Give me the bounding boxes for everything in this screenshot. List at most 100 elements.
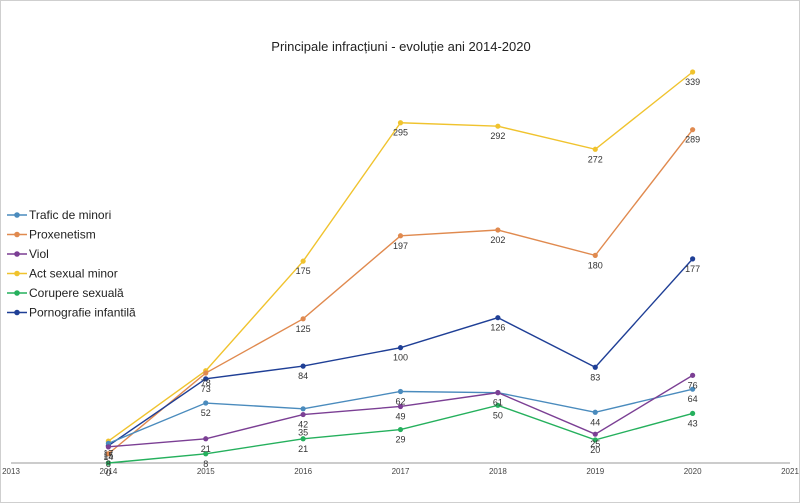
data-point: [690, 127, 696, 133]
legend-marker: [14, 251, 20, 257]
data-label: 17: [103, 448, 113, 458]
data-label: 15: [103, 451, 113, 461]
data-point: [592, 437, 598, 443]
data-point: [105, 444, 111, 450]
data-point: [495, 402, 501, 408]
data-point: [592, 364, 598, 370]
x-tick-label: 2018: [489, 467, 507, 476]
data-label: 272: [588, 154, 603, 164]
legend-entry: Pornografie infantilă: [7, 306, 136, 320]
legend-label: Pornografie infantilă: [29, 306, 136, 320]
x-tick-label: 2015: [197, 467, 215, 476]
data-label: 25: [590, 439, 600, 449]
legend-marker: [14, 212, 20, 218]
data-label: 61: [493, 398, 503, 408]
data-point: [592, 431, 598, 437]
data-point: [105, 451, 111, 457]
x-tick-label: 2017: [392, 467, 410, 476]
legend-marker: [14, 290, 20, 296]
data-point: [397, 388, 404, 395]
data-point: [397, 233, 404, 239]
data-label: 78: [201, 378, 211, 388]
x-tick-label: 2013: [2, 467, 20, 476]
data-label: 29: [395, 435, 405, 445]
data-label: 177: [685, 264, 700, 274]
data-point: [203, 451, 209, 457]
data-label: 180: [588, 260, 603, 270]
legend-label: Proxenetism: [29, 228, 96, 242]
data-point: [397, 345, 404, 351]
legend-entry: Act sexual minor: [7, 267, 118, 281]
data-label: 100: [393, 353, 408, 363]
data-label: 339: [685, 77, 700, 87]
data-point: [300, 436, 306, 442]
data-label: 64: [688, 394, 698, 404]
data-point: [690, 256, 696, 262]
data-point: [495, 123, 501, 129]
legend-marker: [14, 270, 20, 277]
x-tick-label: 2014: [99, 467, 117, 476]
legend-label: Act sexual minor: [29, 267, 118, 281]
data-label: 20: [590, 445, 600, 455]
data-point: [495, 315, 501, 321]
data-point: [300, 406, 306, 412]
data-point: [300, 363, 306, 369]
data-label: 8: [203, 459, 208, 469]
data-point: [592, 252, 598, 258]
data-label: 44: [590, 417, 600, 427]
data-label: 8: [106, 459, 111, 469]
data-point: [397, 426, 404, 433]
data-point: [592, 146, 598, 152]
data-point: [203, 370, 209, 376]
data-label: 42: [298, 420, 308, 430]
data-label: 43: [688, 418, 698, 428]
x-tick-label: 2020: [684, 467, 702, 476]
data-label: 202: [490, 235, 505, 245]
data-point: [300, 316, 306, 322]
data-point: [495, 227, 501, 233]
data-label: 21: [201, 444, 211, 454]
data-label: 175: [296, 266, 311, 276]
x-tick-label: 2016: [294, 467, 312, 476]
data-label: 76: [688, 380, 698, 390]
data-point: [300, 411, 306, 418]
data-point: [690, 410, 696, 417]
data-label: 295: [393, 128, 408, 138]
data-label: 83: [590, 372, 600, 382]
data-point: [690, 372, 696, 378]
legend-entry: Viol: [7, 247, 49, 261]
chart-title: Principale infracțiuni - evoluție ani 20…: [271, 39, 531, 54]
data-label: 14: [103, 452, 113, 462]
data-point: [690, 386, 696, 392]
data-label: 73: [201, 384, 211, 394]
data-label: 197: [393, 241, 408, 251]
legend-entry: Trafic de minori: [7, 208, 111, 222]
data-point: [203, 400, 209, 406]
data-point: [397, 120, 404, 126]
data-point: [203, 376, 209, 382]
data-label: 126: [490, 323, 505, 333]
data-point: [300, 258, 306, 264]
data-label: 49: [395, 411, 405, 421]
data-label: 289: [685, 135, 700, 145]
legend-marker: [14, 309, 20, 316]
legend-entry: Proxenetism: [7, 228, 96, 242]
x-tick-label: 2021: [781, 467, 799, 476]
data-point: [690, 69, 696, 75]
data-label: 50: [493, 410, 503, 420]
legend-label: Viol: [29, 247, 49, 261]
data-label: 35: [298, 428, 308, 438]
data-label: 52: [201, 408, 211, 418]
legend-label: Trafic de minori: [29, 208, 111, 222]
data-label: 84: [298, 371, 308, 381]
data-label: 292: [490, 131, 505, 141]
data-label: 21: [298, 444, 308, 454]
legend-marker: [14, 231, 20, 238]
data-label: 125: [296, 324, 311, 334]
x-tick-label: 2019: [586, 467, 604, 476]
data-point: [495, 390, 501, 396]
data-point: [397, 403, 404, 410]
data-label: 62: [395, 396, 405, 406]
